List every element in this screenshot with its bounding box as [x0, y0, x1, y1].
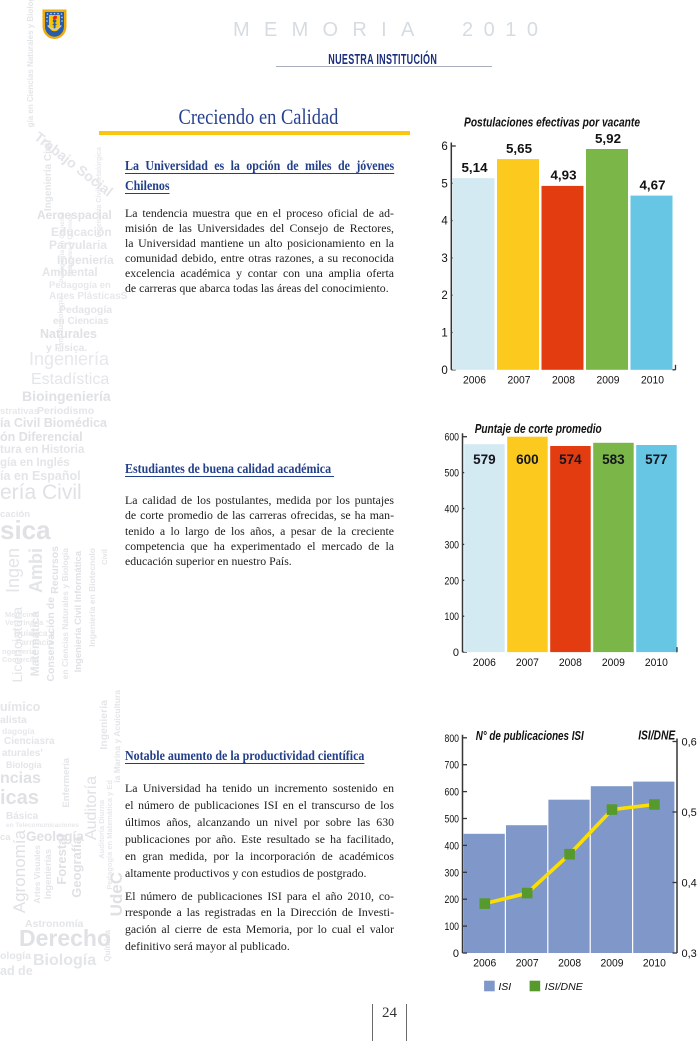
svg-text:2008: 2008: [558, 957, 581, 969]
svg-text:0,4: 0,4: [682, 878, 697, 890]
svg-text:ISI: ISI: [498, 981, 511, 993]
svg-text:2009: 2009: [601, 957, 624, 969]
svg-text:577: 577: [645, 452, 668, 467]
svg-text:200: 200: [445, 575, 460, 587]
svg-text:ISI/DNE: ISI/DNE: [545, 981, 584, 993]
svg-text:4,67: 4,67: [640, 177, 666, 192]
svg-text:2007: 2007: [508, 375, 531, 387]
svg-text:2009: 2009: [602, 657, 625, 669]
svg-text:5,14: 5,14: [462, 160, 489, 175]
svg-text:300: 300: [445, 539, 460, 551]
svg-text:500: 500: [445, 814, 460, 826]
svg-text:2006: 2006: [463, 375, 486, 387]
svg-text:2006: 2006: [473, 657, 496, 669]
svg-text:2: 2: [441, 290, 447, 302]
svg-text:2007: 2007: [516, 957, 539, 969]
svg-text:1: 1: [441, 328, 447, 340]
svg-text:0: 0: [453, 948, 459, 960]
svg-text:800: 800: [445, 733, 460, 745]
svg-text:2010: 2010: [645, 657, 668, 669]
svg-text:ISI/DNE: ISI/DNE: [638, 729, 675, 743]
svg-text:600: 600: [445, 432, 460, 444]
svg-text:300: 300: [445, 867, 460, 879]
svg-text:579: 579: [473, 452, 496, 467]
svg-text:583: 583: [602, 452, 625, 467]
svg-text:Puntaje de corte promedio: Puntaje de corte promedio: [475, 422, 602, 436]
svg-text:400: 400: [445, 840, 460, 852]
svg-text:100: 100: [445, 611, 460, 623]
svg-text:2010: 2010: [641, 375, 664, 387]
svg-text:500: 500: [445, 468, 460, 480]
svg-text:2007: 2007: [516, 657, 539, 669]
svg-text:2008: 2008: [552, 375, 575, 387]
svg-text:0,6: 0,6: [682, 737, 697, 749]
svg-text:N° de publicaciones ISI: N° de publicaciones ISI: [476, 729, 584, 743]
svg-text:100: 100: [445, 921, 460, 933]
svg-text:2006: 2006: [473, 957, 496, 969]
svg-text:2008: 2008: [559, 657, 582, 669]
svg-text:600: 600: [445, 787, 460, 799]
svg-text:3: 3: [441, 253, 447, 265]
svg-text:0,3: 0,3: [682, 948, 697, 960]
svg-text:5: 5: [441, 178, 447, 190]
svg-text:574: 574: [559, 452, 582, 467]
svg-text:0: 0: [453, 647, 459, 659]
svg-text:4: 4: [441, 216, 448, 228]
svg-text:0: 0: [441, 365, 447, 377]
svg-text:400: 400: [445, 504, 460, 516]
svg-text:600: 600: [516, 452, 539, 467]
svg-text:200: 200: [445, 894, 460, 906]
svg-text:0,5: 0,5: [682, 807, 697, 819]
svg-text:5,92: 5,92: [595, 131, 621, 146]
svg-text:700: 700: [445, 760, 460, 772]
svg-text:6: 6: [441, 141, 447, 153]
svg-text:2009: 2009: [597, 375, 620, 387]
svg-text:5,65: 5,65: [506, 141, 532, 156]
svg-text:2010: 2010: [643, 957, 666, 969]
svg-text:Postulaciones efectivas por va: Postulaciones efectivas por vacante: [464, 116, 640, 130]
svg-text:4,93: 4,93: [551, 168, 577, 183]
